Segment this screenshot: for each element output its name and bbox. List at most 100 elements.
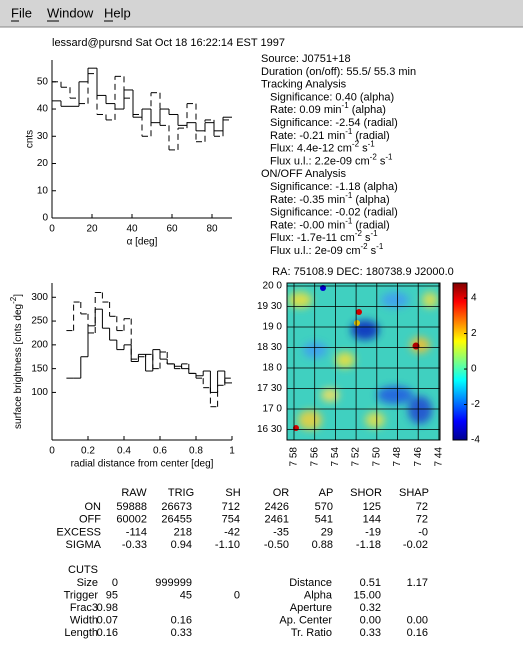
x-tick-label: 0.8 bbox=[189, 446, 203, 457]
x-tick-label: 0.4 bbox=[117, 446, 131, 457]
y-axis-label: surface brightness [cnts deg-2] bbox=[9, 294, 24, 429]
y-tick-label: 200 bbox=[31, 339, 48, 350]
y-tick-label: 100 bbox=[31, 387, 48, 398]
cut-label: Width bbox=[70, 614, 98, 626]
info-line: Flux u.l.: 2.2e-09 cm-2 s-1 bbox=[270, 152, 393, 167]
sky-map-frame bbox=[286, 282, 441, 441]
text-part: Rate: 0.09 min bbox=[270, 104, 342, 116]
cut-value: 45 bbox=[180, 589, 192, 601]
superscript: -1 bbox=[342, 101, 350, 110]
table-cell: 26673 bbox=[161, 501, 192, 513]
cut-value: 0.51 bbox=[360, 577, 381, 589]
text-part: Flux: -1.7e-11 cm bbox=[270, 232, 355, 244]
colorbar-label: -2 bbox=[471, 399, 480, 410]
cut-value: 1.17 bbox=[407, 577, 428, 589]
cut-label: Size bbox=[77, 577, 98, 589]
x-tick-label: 60 bbox=[166, 224, 178, 235]
x-tick-label: 20 bbox=[86, 224, 98, 235]
info-line: Rate: -0.21 min-1 (radial) bbox=[270, 126, 390, 141]
map-x-label: 7 44 bbox=[434, 447, 445, 467]
map-x-label: 7 46 bbox=[413, 447, 424, 467]
colorbar-label: 2 bbox=[471, 328, 477, 339]
y-tick-label: 150 bbox=[31, 363, 48, 374]
cut-value: 999999 bbox=[155, 577, 192, 589]
table-cell: -1.10 bbox=[215, 539, 240, 551]
info-line: Significance: -0.02 (radial) bbox=[270, 207, 398, 219]
info-line: Flux: 4.4e-12 cm-2 s-1 bbox=[270, 139, 375, 154]
y-tick-label: 50 bbox=[37, 76, 49, 87]
table-cell: 72 bbox=[416, 514, 428, 526]
table-cell: -0 bbox=[418, 526, 428, 538]
map-y-label: 18 0 bbox=[263, 363, 283, 374]
table-cell: 0.94 bbox=[171, 539, 192, 551]
text-part: surface brightness [cnts deg bbox=[13, 304, 24, 429]
superscript: -1 bbox=[376, 242, 384, 251]
text-part: s bbox=[362, 232, 371, 244]
superscript: -1 bbox=[345, 190, 353, 199]
text-part: ] bbox=[13, 294, 24, 297]
menu-help[interactable]: Help bbox=[104, 5, 131, 20]
table-header: SHAP bbox=[399, 487, 429, 499]
info-line: Rate: -0.00 min-1 (radial) bbox=[270, 216, 390, 231]
table-cell: 125 bbox=[363, 501, 381, 513]
cut-value: 15.00 bbox=[353, 589, 381, 601]
cut-value: 0.33 bbox=[360, 627, 381, 639]
table-cell: -19 bbox=[365, 526, 381, 538]
table-cell: -114 bbox=[126, 526, 147, 538]
cut-label: Alpha bbox=[304, 589, 333, 601]
text-part: s bbox=[377, 155, 386, 167]
table-header: SHOR bbox=[350, 487, 382, 499]
cut-value: 0 bbox=[112, 577, 118, 589]
y-axis-label: cnts bbox=[25, 130, 36, 148]
colorbar-label: 4 bbox=[471, 293, 477, 304]
info-line: Flux u.l.: 2e-09 cm-2 s-1 bbox=[270, 242, 384, 257]
x-tick-label: 1 bbox=[229, 446, 235, 457]
row-label: EXCESS bbox=[56, 526, 101, 538]
text-part: Flux u.l.: 2e-09 cm bbox=[270, 245, 360, 257]
y-tick-label: 30 bbox=[37, 131, 49, 142]
y-tick-label: 0 bbox=[42, 213, 48, 224]
header: lessard@pursnd Sat Oct 18 16:22:14 EST 1… bbox=[52, 37, 285, 49]
y-tick-label: 250 bbox=[31, 316, 48, 327]
text-part: Significance: -0.02 (radial) bbox=[270, 207, 398, 219]
map-x-label: 7 50 bbox=[371, 447, 382, 467]
table-header: TRIG bbox=[168, 487, 194, 499]
superscript: -2 bbox=[370, 152, 378, 161]
section-title: Tracking Analysis bbox=[261, 79, 347, 91]
section-title: ON/OFF Analysis bbox=[261, 168, 346, 180]
menu-window[interactable]: Window bbox=[47, 5, 94, 20]
menu-file[interactable]: File bbox=[11, 5, 32, 20]
cut-label: Tr. Ratio bbox=[291, 627, 332, 639]
info-line: Rate: -0.35 min-1 (alpha) bbox=[270, 190, 390, 205]
table-cell: 218 bbox=[174, 526, 192, 538]
info-line: Flux: -1.7e-11 cm-2 s-1 bbox=[270, 229, 378, 244]
info-line: Significance: -1.18 (alpha) bbox=[270, 181, 398, 193]
cut-label: Distance bbox=[289, 577, 332, 589]
map-x-label: 7 58 bbox=[289, 447, 300, 467]
table-cell: 0.88 bbox=[312, 539, 333, 551]
cut-value: 0.07 bbox=[97, 614, 118, 626]
table-cell: 59888 bbox=[116, 501, 147, 513]
cut-value: 95 bbox=[106, 589, 118, 601]
superscript: -1 bbox=[345, 126, 353, 135]
text-part: Significance: -1.18 (alpha) bbox=[270, 181, 398, 193]
cut-value: 0.00 bbox=[360, 614, 381, 626]
superscript: -2 bbox=[360, 242, 368, 251]
x-tick-label: 80 bbox=[206, 224, 218, 235]
map-x-label: 7 48 bbox=[392, 447, 403, 467]
table-cell: -1.18 bbox=[356, 539, 381, 551]
colorbar-label: 0 bbox=[471, 364, 477, 375]
y-tick-label: 40 bbox=[37, 104, 49, 115]
row-label: SIGMA bbox=[66, 539, 102, 551]
table-cell: -0.02 bbox=[403, 539, 428, 551]
row-label: ON bbox=[85, 501, 102, 513]
x-axis-label: α [deg] bbox=[127, 237, 158, 248]
x-tick-label: 0.6 bbox=[153, 446, 167, 457]
table-header: AP bbox=[319, 487, 334, 499]
cut-value: 0.16 bbox=[407, 627, 428, 639]
table-cell: 26455 bbox=[161, 514, 192, 526]
x-tick-label: 40 bbox=[126, 224, 138, 235]
cut-label: Frac3 bbox=[70, 602, 98, 614]
x-tick-label: 0 bbox=[49, 446, 55, 457]
